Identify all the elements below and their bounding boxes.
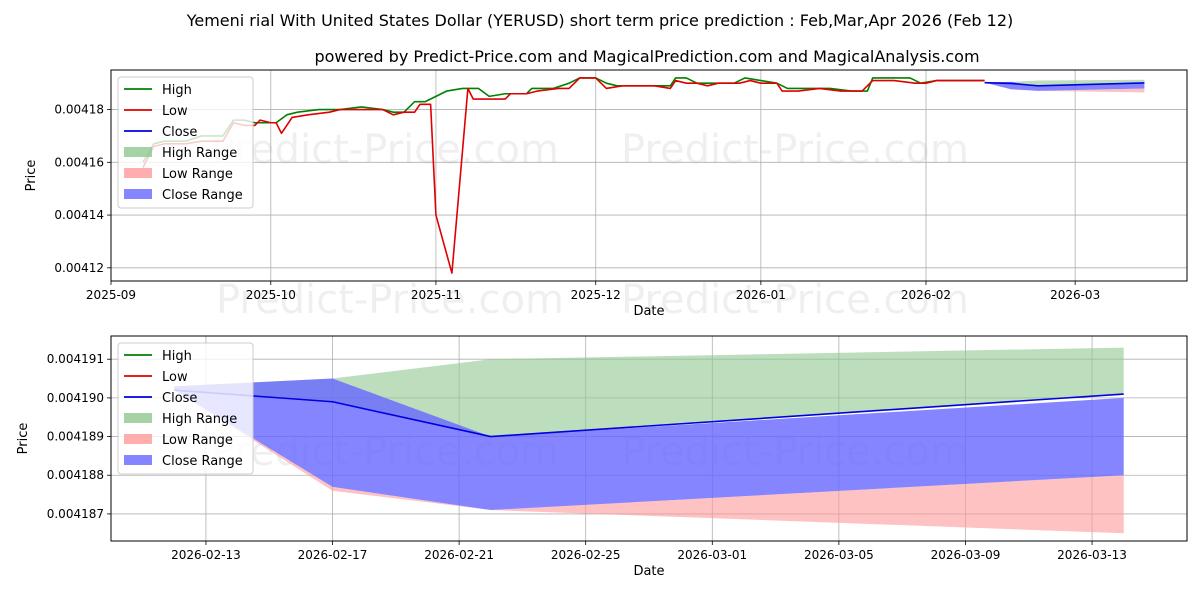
x-tick-label: 2025-12	[571, 288, 621, 302]
low-series-line	[142, 77, 985, 274]
legend-swatch-low-range	[124, 434, 152, 444]
x-tick-label: 2025-11	[411, 288, 461, 302]
watermark-text: Predict-Price.com	[216, 277, 564, 323]
y-tick-label: 0.004189	[47, 430, 104, 444]
x-tick-label: 2025-10	[246, 288, 296, 302]
legend-label-low-range: Low Range	[162, 433, 233, 448]
y-tick-label: 0.00414	[54, 208, 104, 222]
legend-label-high: High	[162, 83, 192, 98]
close-series-line	[984, 81, 1145, 87]
bottom-panel: Predict-Price.comPredict-Price.com2026-0…	[16, 335, 1188, 579]
legend-label-low: Low	[162, 370, 188, 385]
y-tick-label: 0.004191	[47, 352, 104, 366]
legend-swatch-close-range	[124, 189, 152, 199]
legend-label-high: High	[162, 349, 192, 364]
x-tick-label: 2026-02-17	[298, 548, 368, 562]
legend-label-close-range: Close Range	[162, 188, 243, 203]
x-tick-label: 2026-03-13	[1057, 548, 1127, 562]
y-tick-label: 0.004190	[47, 391, 104, 405]
y-axis-label: Price	[24, 160, 39, 192]
legend-swatch-high-range	[124, 147, 152, 157]
axes-frame	[110, 69, 1188, 282]
legend-label-high-range: High Range	[162, 412, 237, 427]
legend: High Low Close High Range Low Range Close Ran…	[117, 342, 254, 475]
high-series-line	[142, 77, 985, 163]
legend-label-low: Low	[162, 104, 188, 119]
x-tick-label: 2026-01	[736, 288, 786, 302]
legend-label-close-range: Close Range	[162, 454, 243, 469]
legend-swatch-close-range	[124, 455, 152, 465]
x-axis-label: Date	[633, 304, 664, 319]
plot-area	[174, 347, 1124, 534]
watermark-group: Predict-Price.com Predict-Price.com Predic…	[211, 127, 969, 323]
grid-lines	[110, 70, 1187, 281]
x-axis-label: Date	[633, 564, 664, 579]
y-tick-label: 0.00412	[54, 261, 104, 275]
x-tick-label: 2026-03-05	[804, 548, 874, 562]
watermark-text: Predict-Price.com	[211, 127, 559, 173]
x-tick-label: 2026-02-13	[171, 548, 241, 562]
y-tick-label: 0.004187	[47, 507, 104, 521]
y-tick-label: 0.00418	[54, 103, 104, 117]
close-range-area	[174, 378, 1124, 511]
x-tick-label: 2026-03-01	[677, 548, 747, 562]
x-tick-label: 2026-03-09	[931, 548, 1001, 562]
legend-label-high-range: High Range	[162, 146, 237, 161]
legend: High Low Close High Range Low Range Close Ran…	[117, 76, 254, 209]
y-axis-label: Price	[16, 423, 31, 455]
x-tick-label: 2026-02-25	[551, 548, 621, 562]
watermark-text: Predict-Price.com	[621, 127, 969, 173]
legend-label-low-range: Low Range	[162, 167, 233, 182]
chart-subtitle: powered by Predict-Price.com and Magical…	[314, 47, 979, 66]
chart-title: Yemeni rial With United States Dollar (Y…	[186, 11, 1014, 30]
legend-swatch-high-range	[124, 413, 152, 423]
watermark-text: Predict-Price.com	[621, 277, 969, 323]
plot-area	[142, 77, 1145, 274]
x-tick-label: 2025-09	[86, 288, 136, 302]
low-range-area	[174, 390, 1124, 534]
top-panel: Predict-Price.com Predict-Price.com Predic…	[24, 69, 1188, 323]
x-tick-label: 2026-02-21	[424, 548, 494, 562]
legend-label-close: Close	[162, 125, 197, 140]
legend-label-close: Close	[162, 391, 197, 406]
axes-frame	[110, 335, 1188, 542]
low-range-area	[984, 82, 1145, 93]
legend-swatch-low-range	[124, 168, 152, 178]
y-tick-label: 0.00416	[54, 155, 104, 169]
x-tick-label: 2026-03	[1050, 288, 1100, 302]
x-tick-label: 2026-02	[901, 288, 951, 302]
y-tick-label: 0.004188	[47, 468, 104, 482]
